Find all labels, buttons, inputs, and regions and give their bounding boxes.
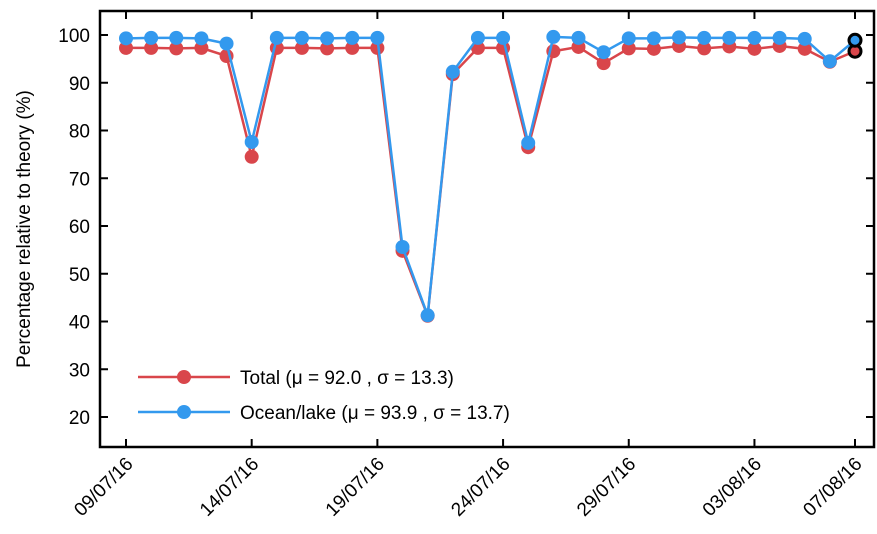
- y-tick-label: 100: [58, 26, 90, 47]
- series-2-point: [646, 31, 661, 46]
- y-tick-label: 90: [69, 74, 90, 95]
- series-1-point: [169, 41, 184, 56]
- legend: Total (μ = 92.0 , σ = 13.3) Ocean/lake (μ…: [138, 368, 510, 424]
- x-tick-label: 09/07/16: [70, 454, 137, 521]
- legend-marker-2: [177, 405, 191, 419]
- series-2-point: [672, 30, 687, 45]
- series-1-point: [621, 41, 636, 56]
- series-1-point: [697, 41, 712, 56]
- series-2-point: [470, 30, 485, 45]
- series-1-point: [646, 41, 661, 56]
- series-2-point: [822, 54, 837, 69]
- series-line-1: [126, 44, 856, 317]
- series-1-point: [596, 56, 611, 71]
- series-1-point: [345, 40, 360, 55]
- series-2-point: [445, 64, 460, 79]
- series-2-point: [521, 135, 536, 150]
- y-tick-label: 80: [69, 122, 90, 143]
- y-tick-label: 20: [69, 408, 90, 429]
- legend-marker-1: [177, 370, 191, 384]
- series-2-point: [169, 30, 184, 45]
- series-2-point: [697, 30, 712, 45]
- series-2-point: [847, 32, 863, 48]
- x-tick-label: 29/07/16: [573, 454, 640, 521]
- y-axis-title: Percentage relative to theory (%): [14, 90, 35, 368]
- series-2-point: [797, 31, 812, 46]
- series-2-point: [722, 30, 737, 45]
- x-tick-label: 03/08/16: [699, 454, 766, 521]
- series-1-point: [320, 41, 335, 56]
- plot-frame: [98, 9, 876, 449]
- series-1-point: [294, 40, 309, 55]
- series-2-point: [294, 30, 309, 45]
- series-2-point: [747, 30, 762, 45]
- axis-ticks: 20 30 40 50 60 70 80 90 100 09/07/16 14/07/16 19/07…: [58, 11, 874, 521]
- series-2-point: [420, 308, 435, 323]
- x-tick-label: 19/07/16: [322, 454, 389, 521]
- series-1-point: [144, 40, 159, 55]
- series-2-point: [144, 30, 159, 45]
- y-tick-label: 40: [69, 313, 90, 334]
- series-2-point: [546, 29, 561, 44]
- series-2-point: [621, 31, 636, 46]
- x-tick-label: 14/07/16: [196, 454, 263, 521]
- series-2-point: [571, 30, 586, 45]
- series-2-point: [370, 30, 385, 45]
- y-tick-label: 30: [69, 360, 90, 381]
- legend-label-2: Ocean/lake (μ = 93.9 , σ = 13.7): [240, 403, 510, 424]
- series-2-point: [219, 36, 234, 51]
- legend-label-1: Total (μ = 92.0 , σ = 13.3): [240, 368, 454, 389]
- series-2-point: [269, 30, 284, 45]
- series-2-point: [345, 30, 360, 45]
- series-2-point: [596, 45, 611, 60]
- series-2-point: [119, 31, 133, 46]
- series-layer: [119, 29, 863, 323]
- series-2-point: [194, 31, 209, 46]
- x-tick-label: 24/07/16: [447, 454, 514, 521]
- series-2-point: [772, 30, 787, 45]
- y-tick-label: 60: [69, 217, 90, 238]
- x-tick-label: 07/08/16: [799, 454, 866, 521]
- series-line-2: [125, 35, 856, 316]
- y-tick-label: 50: [69, 265, 90, 286]
- series-1-point: [244, 149, 259, 164]
- series-1-point: [747, 41, 762, 56]
- series-2-point: [320, 31, 335, 46]
- y-tick-label: 70: [69, 169, 90, 190]
- series-2-point: [244, 134, 259, 149]
- series-1-point: [797, 41, 812, 56]
- series-2-point: [395, 240, 410, 255]
- series-2-point: [496, 30, 511, 45]
